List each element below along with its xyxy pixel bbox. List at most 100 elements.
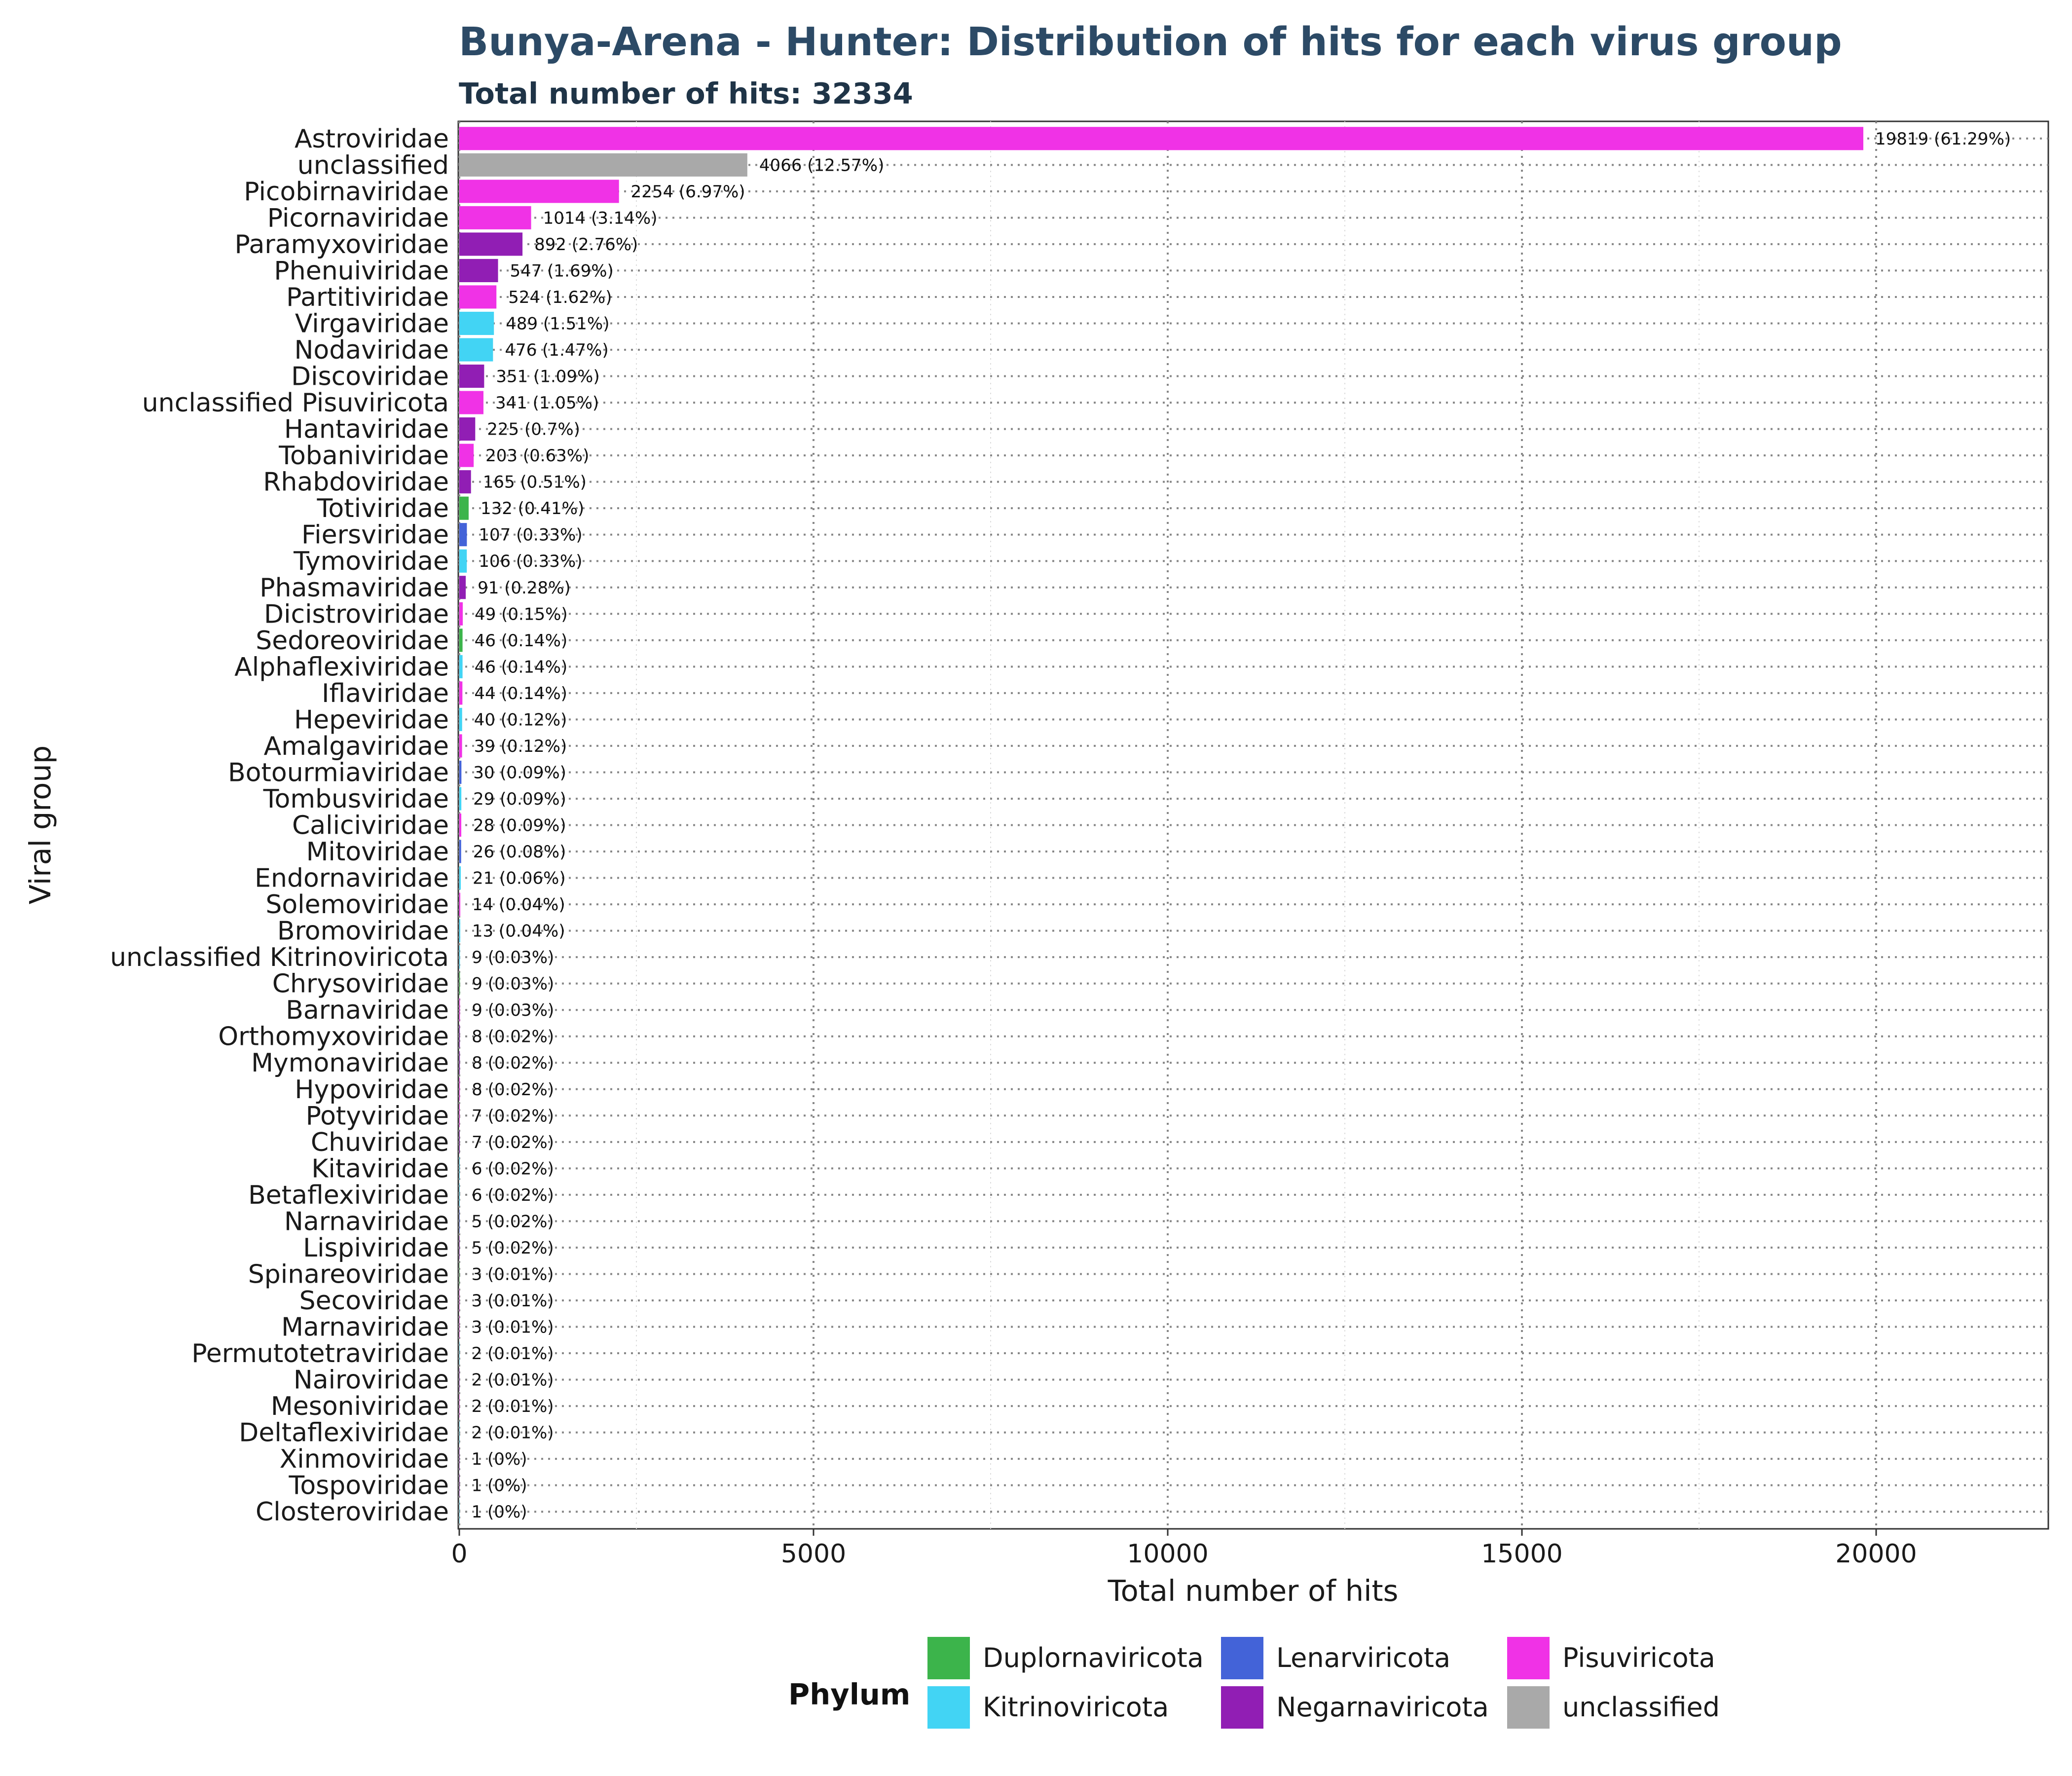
bar [459,681,463,705]
bar [459,1104,460,1127]
y-tick-label: Fiersviridae [301,520,449,550]
y-tick-label: Nairoviridae [294,1366,449,1395]
legend-swatch [1221,1686,1263,1729]
bar [459,945,460,969]
data-labels: 19819 (61.29%) 4066 (12.57%) 2254 (6.97%) 1… [472,129,2011,1522]
bar-value-label: 19819 (61.29%) [1875,129,2011,149]
x-tick-label: 15000 [1481,1539,1562,1569]
bar [459,232,523,256]
y-tick-label: unclassified Kitrinoviricota [110,943,449,972]
y-tick-label: Phasmaviridae [259,573,449,603]
bar-value-label: 2 (0.01%) [472,1423,554,1443]
x-tick-label: 20000 [1835,1539,1917,1569]
y-tick-label: Discoviridae [291,362,449,392]
bar-value-label: 21 (0.06%) [473,869,566,888]
bar-value-label: 476 (1.47%) [505,340,608,360]
bar-value-label: 892 (2.76%) [534,235,638,255]
bar [459,1289,460,1312]
bar [459,1236,460,1259]
bar [459,760,462,784]
y-tick-label: Marnaviridae [281,1313,449,1342]
bar-value-label: 6 (0.02%) [472,1185,554,1205]
y-tick-label: Mesoniviridae [271,1392,449,1421]
bar-value-label: 40 (0.12%) [474,710,567,730]
bar [459,1474,460,1497]
y-tick-label: Hepeviridae [294,705,449,735]
bar [459,707,462,731]
chart-title: Bunya-Arena - Hunter: Distribution of hi… [459,19,1842,65]
y-tick-label: Closteroviridae [256,1497,449,1527]
bar [459,576,466,599]
y-tick-label: Permutotetraviridae [191,1339,449,1369]
bar-value-label: 29 (0.09%) [473,789,566,809]
bar [459,417,476,441]
bar [459,1315,460,1339]
bar [459,866,461,890]
bar [459,338,493,362]
bar [459,470,471,494]
bar [459,285,497,309]
y-tick-label: Totiviridae [317,494,449,523]
bar [459,127,1864,150]
bar-value-label: 91 (0.28%) [478,578,571,598]
y-tick-label: Tospoviridae [288,1471,449,1501]
legend-label: Pisuviricota [1562,1642,1715,1673]
bar-value-label: 8 (0.02%) [472,1053,554,1073]
y-tick-label: Barnaviridae [286,996,449,1025]
bar-value-label: 106 (0.33%) [479,552,582,571]
bar-value-label: 44 (0.14%) [474,684,567,703]
y-tick-label: Narnaviridae [284,1207,449,1236]
bar-value-label: 30 (0.09%) [473,763,566,782]
y-tick-label: Solemoviridae [265,890,449,920]
legend-label: unclassified [1562,1692,1720,1723]
legend-swatch [1507,1637,1550,1679]
legend-swatch [1221,1637,1263,1679]
bar [459,813,462,837]
y-tick-label: Spinareoviridae [248,1259,449,1289]
bar-value-label: 203 (0.63%) [485,446,589,466]
bar [459,259,498,282]
bar-value-label: 26 (0.08%) [473,842,566,862]
legend-title: Phylum [788,1677,910,1711]
bar [459,364,484,388]
bar-value-label: 8 (0.02%) [472,1027,554,1047]
y-axis-ticks: AstroviridaeunclassifiedPicobirnaviridae… [110,124,449,1527]
bar-value-label: 1 (0%) [472,1476,527,1496]
bar-value-label: 107 (0.33%) [479,525,582,545]
y-tick-label: Secoviridae [299,1286,449,1316]
bar [459,1156,460,1180]
y-tick-label: Amalgaviridae [264,732,449,761]
y-tick-label: Nodaviridae [295,335,449,365]
bar-value-label: 3 (0.01%) [472,1318,554,1337]
bar-value-label: 28 (0.09%) [473,816,566,836]
bar [459,655,463,678]
bar [459,523,467,547]
bar-value-label: 2 (0.01%) [472,1344,554,1364]
bar-value-label: 165 (0.51%) [483,473,587,492]
bar-value-label: 46 (0.14%) [475,657,568,677]
y-tick-label: Rhabdoviridae [263,468,449,497]
bar [459,1368,460,1392]
bar [459,1262,460,1286]
bar-value-label: 225 (0.7%) [487,420,580,440]
y-tick-label: Iflaviridae [322,679,449,708]
y-tick-label: Tobaniviridae [278,441,449,471]
bar-value-label: 341 (1.05%) [495,393,599,413]
bar [459,1209,460,1233]
legend-swatch [1507,1686,1550,1729]
legend-label: Duplornaviricota [983,1642,1204,1673]
bar [459,1447,460,1471]
legend-swatch [927,1686,970,1729]
bar [459,919,460,943]
bar-value-label: 3 (0.01%) [472,1264,554,1284]
y-tick-label: Orthomyxoviridae [218,1022,449,1052]
y-tick-label: Bromoviridae [277,917,449,946]
y-tick-label: Betaflexiviridae [248,1181,449,1210]
legend-swatch [927,1637,970,1679]
y-tick-label: Virgaviridae [295,309,449,338]
y-tick-label: Deltaflexiviridae [239,1418,449,1448]
y-tick-label: unclassified [297,150,449,180]
y-tick-label: Phenuiviridae [274,256,449,286]
bar-value-label: 5 (0.02%) [472,1212,554,1231]
bar [459,1025,460,1048]
